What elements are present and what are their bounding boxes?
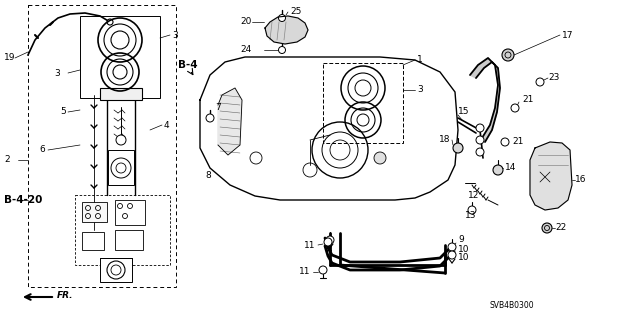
- Bar: [82, 232, 104, 250]
- Text: 11: 11: [303, 241, 315, 249]
- Text: 21: 21: [522, 95, 533, 105]
- Text: 18: 18: [438, 136, 450, 145]
- Circle shape: [278, 47, 285, 54]
- Circle shape: [319, 266, 327, 274]
- Text: 3: 3: [417, 85, 423, 94]
- Text: 24: 24: [241, 46, 252, 55]
- Text: 25: 25: [290, 8, 301, 17]
- Circle shape: [493, 165, 503, 175]
- Text: 19: 19: [4, 54, 15, 63]
- Text: 16: 16: [575, 175, 586, 184]
- Text: 23: 23: [548, 73, 559, 83]
- Bar: [28, 5, 176, 287]
- Circle shape: [324, 238, 332, 246]
- Circle shape: [501, 138, 509, 146]
- Text: 4: 4: [164, 121, 170, 130]
- Polygon shape: [218, 88, 242, 155]
- Text: 12: 12: [468, 190, 479, 199]
- Text: 13: 13: [465, 211, 477, 219]
- Bar: [115, 200, 145, 225]
- Bar: [115, 230, 143, 250]
- Bar: [100, 88, 142, 100]
- Polygon shape: [200, 57, 458, 200]
- Text: 2: 2: [4, 155, 10, 165]
- Circle shape: [476, 148, 484, 156]
- Polygon shape: [530, 142, 572, 210]
- Bar: [80, 16, 160, 98]
- Text: 10: 10: [458, 254, 470, 263]
- Text: 21: 21: [512, 137, 524, 146]
- Bar: [75, 195, 170, 265]
- Polygon shape: [470, 58, 500, 142]
- Text: B-4-20: B-4-20: [4, 195, 42, 205]
- Text: 20: 20: [241, 18, 252, 26]
- Text: 17: 17: [562, 31, 573, 40]
- Text: B-4: B-4: [178, 60, 198, 70]
- Text: 14: 14: [505, 164, 516, 173]
- Circle shape: [374, 152, 386, 164]
- Text: 1: 1: [417, 56, 423, 64]
- Circle shape: [326, 236, 334, 244]
- Polygon shape: [265, 16, 308, 44]
- Text: FR.: FR.: [57, 291, 74, 300]
- Circle shape: [278, 14, 285, 21]
- Text: 11: 11: [298, 268, 310, 277]
- Circle shape: [468, 206, 476, 214]
- Text: SVB4B0300: SVB4B0300: [490, 300, 534, 309]
- Bar: [82, 202, 107, 222]
- Text: 3: 3: [172, 31, 178, 40]
- Circle shape: [542, 223, 552, 233]
- Circle shape: [453, 143, 463, 153]
- Text: 10: 10: [458, 246, 470, 255]
- Text: 9: 9: [458, 235, 464, 244]
- Text: 7: 7: [215, 102, 221, 112]
- Text: 5: 5: [60, 108, 66, 116]
- Circle shape: [116, 135, 126, 145]
- Circle shape: [448, 251, 456, 259]
- Circle shape: [476, 124, 484, 132]
- Circle shape: [476, 136, 484, 144]
- Text: 8: 8: [205, 170, 211, 180]
- Bar: [108, 150, 134, 185]
- Text: 6: 6: [39, 145, 45, 154]
- Circle shape: [502, 49, 514, 61]
- Circle shape: [511, 104, 519, 112]
- Circle shape: [448, 243, 456, 251]
- Circle shape: [206, 114, 214, 122]
- Circle shape: [536, 78, 544, 86]
- Text: 22: 22: [555, 224, 566, 233]
- Bar: [323, 63, 403, 143]
- Text: 3: 3: [54, 69, 60, 78]
- Text: 15: 15: [458, 108, 470, 116]
- Bar: [100, 258, 132, 282]
- Circle shape: [107, 19, 113, 25]
